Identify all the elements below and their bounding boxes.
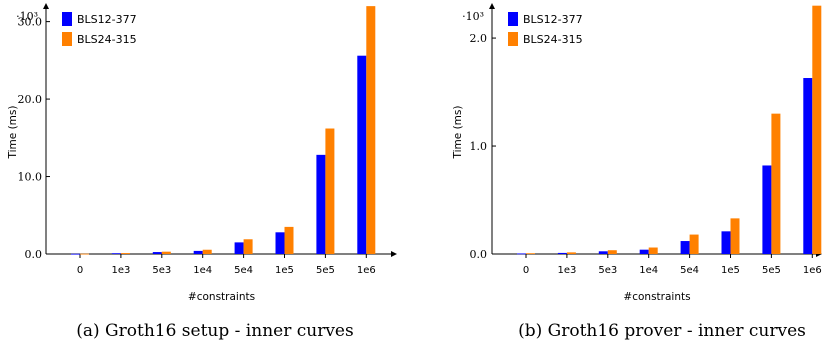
bar-bls24-315 — [730, 218, 740, 254]
legend-swatch — [508, 12, 518, 26]
legend-label: BLS12-377 — [523, 13, 583, 26]
x-tick-label: 1e5 — [721, 265, 740, 276]
y-tick-label: 10.0 — [18, 171, 43, 184]
bar-bls12-377 — [357, 55, 367, 255]
bar-bls12-377 — [71, 253, 80, 255]
x-tick-label: 1e6 — [357, 265, 376, 276]
bar-bls12-377 — [557, 252, 567, 254]
bar-bls12-377 — [316, 154, 326, 254]
y-axis-arrow — [489, 3, 495, 9]
legend-swatch — [508, 32, 518, 46]
y-tick-label: 0.0 — [470, 248, 488, 261]
bar-bls24-315 — [161, 251, 171, 254]
x-tick-label: 1e3 — [111, 265, 130, 276]
figure-caption: (a) Groth16 setup - inner curves — [76, 321, 353, 341]
bar-bls24-315 — [648, 247, 658, 254]
x-tick-label: 5e5 — [762, 265, 781, 276]
y-tick-label: 20.0 — [18, 93, 43, 106]
x-tick-label: 5e3 — [152, 265, 171, 276]
bar-bls24-315 — [566, 252, 576, 254]
y-tick-label: 2.0 — [470, 32, 488, 45]
x-axis-arrow — [391, 251, 397, 257]
legend-label: BLS12-377 — [77, 13, 137, 26]
bar-bls12-377 — [152, 252, 162, 254]
bar-bls12-377 — [193, 250, 203, 254]
legend-swatch — [62, 32, 72, 46]
x-axis-label: #constraints — [623, 291, 690, 303]
bar-bls12-377 — [234, 242, 244, 254]
chart-prover: 0.0 1.0 2.0 ·10³ 0 1e3 5e3 1e4 5e4 1e5 5e5 1e6 #cons… — [452, 3, 822, 341]
x-tick-label: 1e4 — [639, 265, 658, 276]
bar-bls12-377 — [517, 253, 526, 255]
x-tick-label: 0 — [523, 265, 529, 276]
bar-bls24-315 — [120, 253, 130, 254]
y-tick-label: 30.0 — [18, 16, 43, 29]
x-tick-label: 5e4 — [680, 265, 699, 276]
bar-bls24-315 — [284, 226, 294, 254]
bar-bls12-377 — [275, 232, 285, 254]
x-tick-label: 5e4 — [234, 265, 253, 276]
bar-bls12-377 — [762, 165, 772, 254]
figure-caption: (b) Groth16 prover - inner curves — [518, 321, 806, 341]
y-axis-label: Time (ms) — [452, 106, 464, 160]
x-tick-label: 1e3 — [557, 265, 576, 276]
bar-bls24-315 — [607, 250, 617, 254]
y-axis-arrow — [43, 3, 49, 9]
x-tick-label: 1e4 — [193, 265, 212, 276]
x-axis-label: #constraints — [188, 291, 255, 303]
x-tick-label: 0 — [77, 265, 83, 276]
bar-bls24-315 — [202, 249, 212, 254]
bar-bls12-377 — [680, 241, 690, 254]
x-tick-label: 1e5 — [275, 265, 294, 276]
bar-bls24-315 — [366, 6, 376, 255]
bar-bls24-315 — [812, 5, 822, 255]
bar-bls24-315 — [526, 253, 535, 255]
bar-bls24-315 — [771, 113, 781, 254]
legend-label: BLS24-315 — [77, 33, 137, 46]
bar-bls12-377 — [639, 249, 649, 254]
bar-bls12-377 — [803, 78, 813, 254]
x-tick-label: 5e5 — [316, 265, 335, 276]
y-tick-label: 1.0 — [470, 140, 488, 153]
y-multiplier: ·10³ — [16, 10, 38, 23]
y-multiplier: ·10³ — [462, 10, 484, 23]
bar-bls24-315 — [325, 128, 335, 254]
x-tick-label: 1e6 — [803, 265, 822, 276]
x-tick-label: 5e3 — [598, 265, 617, 276]
legend-swatch — [62, 12, 72, 26]
bar-bls24-315 — [80, 253, 89, 255]
bar-bls12-377 — [721, 231, 731, 254]
bar-bls24-315 — [689, 234, 699, 254]
legend-label: BLS24-315 — [523, 33, 583, 46]
y-tick-label: 0.0 — [25, 248, 43, 261]
bar-bls12-377 — [598, 251, 608, 254]
chart-setup: 0.0 10.0 20.0 30.0·10³ 0 1e3 5e3 1e4 5e4 1e5 5e5 1e… — [7, 3, 397, 341]
y-axis-label: Time (ms) — [7, 106, 19, 160]
bar-bls12-377 — [111, 253, 121, 255]
bar-bls24-315 — [243, 239, 253, 254]
